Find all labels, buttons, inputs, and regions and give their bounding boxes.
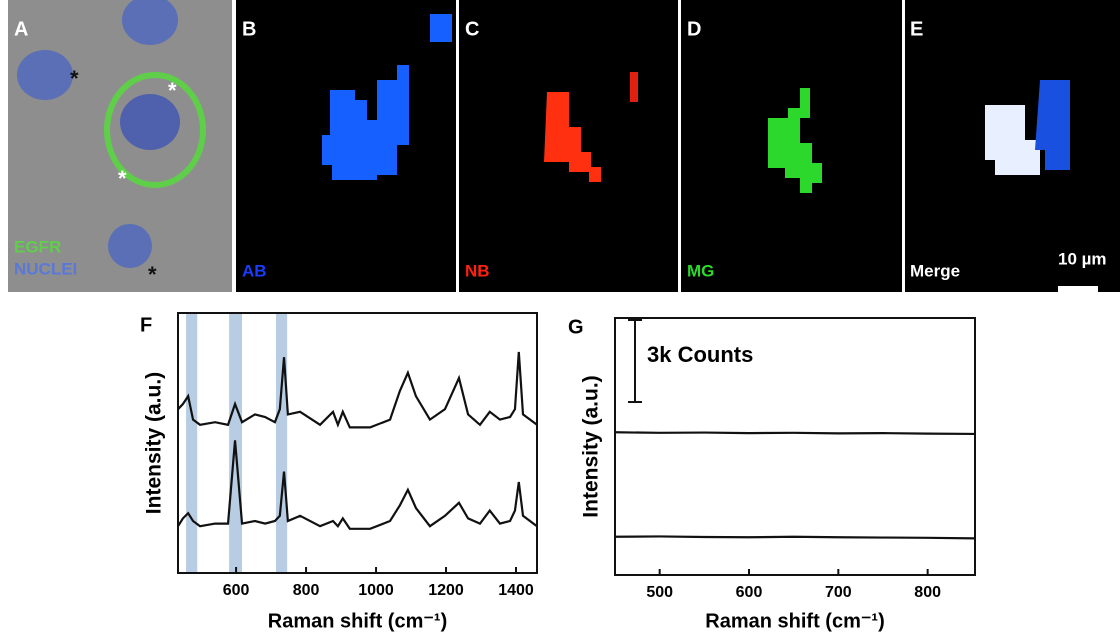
plot-frame (614, 317, 976, 576)
blob (430, 14, 452, 42)
spectrum (614, 535, 976, 540)
x-tick-label: 800 (914, 584, 941, 601)
cell-membrane (104, 72, 206, 188)
scale-bar (1058, 286, 1098, 292)
channel-label: NB (465, 261, 490, 280)
scale-bar-label: 10 µm (1058, 249, 1107, 268)
nucleus (122, 0, 178, 45)
x-tick-label: 500 (646, 584, 673, 601)
panel-letter: D (687, 18, 701, 40)
x-tick-label: 1000 (358, 582, 394, 599)
nucleus (17, 50, 73, 100)
x-tick-label: 600 (223, 582, 250, 599)
y-axis-label: Intensity (a.u.) (143, 372, 166, 514)
highlight-band (186, 313, 198, 573)
nucleus (108, 224, 152, 268)
blob (768, 88, 822, 193)
blob (630, 72, 638, 102)
panel-letter: F (140, 314, 152, 336)
x-tick-label: 600 (736, 584, 763, 601)
spectrum (177, 440, 538, 530)
channel-label: NUCLEI (14, 259, 77, 278)
blob (322, 65, 409, 180)
x-tick-label: 800 (293, 582, 320, 599)
channel-label: EGFR (14, 237, 61, 256)
asterisk: * (148, 262, 157, 287)
blob (1035, 80, 1070, 170)
highlight-band (275, 313, 288, 573)
asterisk: * (168, 78, 177, 103)
panel-letter: A (14, 18, 28, 40)
blob (985, 105, 1040, 175)
x-axis-label: Raman shift (cm⁻¹) (705, 610, 884, 632)
x-tick-label: 1400 (498, 582, 534, 599)
x-axis-label: Raman shift (cm⁻¹) (268, 610, 447, 632)
channel-label: AB (242, 261, 267, 280)
panel-letter: C (465, 18, 479, 40)
blob (544, 92, 601, 182)
plot-frame (177, 312, 538, 574)
panel-letter: E (910, 18, 923, 40)
channel-label: Merge (910, 261, 960, 280)
asterisk: * (70, 66, 79, 91)
asterisk: * (118, 166, 127, 191)
nucleus (120, 94, 180, 150)
spectrum (614, 431, 976, 436)
channel-label: MG (687, 261, 714, 280)
scale-bar-label: 3k Counts (647, 342, 753, 367)
spectrum (177, 351, 538, 429)
y-axis-label: Intensity (a.u.) (580, 375, 603, 517)
panel-letter: B (242, 18, 256, 40)
x-tick-label: 1200 (428, 582, 464, 599)
panel-letter: G (568, 316, 584, 338)
x-tick-label: 700 (825, 584, 852, 601)
